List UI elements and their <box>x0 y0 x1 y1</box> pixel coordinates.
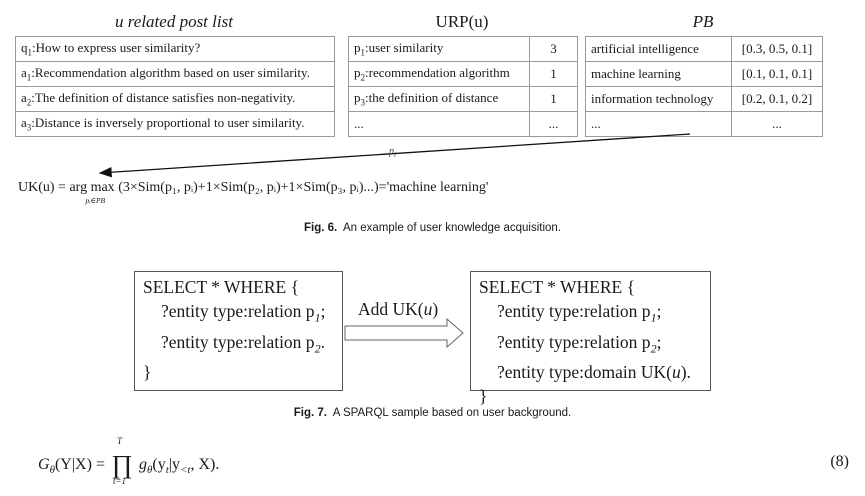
cell-text: ... <box>354 116 364 131</box>
urp-header: URP(u) <box>435 12 489 31</box>
cell-prefix-sub: 1 <box>27 47 33 58</box>
sparql-left-box: SELECT * WHERE { ?entity type:relation p… <box>134 271 343 391</box>
urp-phrase-cell: p1:user similarity <box>348 36 530 62</box>
formula-body: (3×Sim(p₁, pᵢ)+1×Sim(p₂, pᵢ)+1×Sim(p₃, p… <box>118 180 489 195</box>
cell-text: :user similarity <box>365 40 444 56</box>
formula-lhs: UK(u) = <box>18 180 70 195</box>
cell-text: :The definition of distance satisfies no… <box>31 90 296 106</box>
left-line-3: } <box>143 362 152 382</box>
urp-phrase-cell: p3:the definition of distance <box>348 86 530 112</box>
formula-argmax-sub: pᵢ∈PB <box>85 196 106 205</box>
add-uk-label-u: u <box>423 299 433 319</box>
cell-prefix-sub: 3 <box>360 97 366 108</box>
cell-prefix: p <box>354 65 361 81</box>
post-cell: q1:How to express user similarity? <box>15 36 335 62</box>
pb-vector-cell: [0.2, 0.1, 0.2] <box>731 86 823 112</box>
fig7-caption-label: Fig. 7. <box>293 407 327 419</box>
right-line-3: ?entity type:domain UK(u). <box>497 362 691 382</box>
fig7-caption: Fig. 7. A SPARQL sample based on user ba… <box>0 407 865 419</box>
arrow-label-sub: i <box>394 151 396 159</box>
pb-term-cell: artificial intelligence <box>585 36 732 62</box>
posts-table: q1:How to express user similarity? a1:Rec… <box>15 36 335 137</box>
formula-argmax: arg max pᵢ∈PB <box>69 180 115 205</box>
cell-prefix-sub: 3 <box>26 122 32 133</box>
arrow-label-p: p <box>389 146 394 157</box>
pb-row: information technology [0.2, 0.1, 0.2] <box>585 86 823 112</box>
cell-prefix-sub: 2 <box>360 72 366 83</box>
left-line-0: SELECT * WHERE { <box>143 277 300 297</box>
post-cell: a1:Recommendation algorithm based on use… <box>15 61 335 87</box>
equation-8: Gθ(Y|X) = T ∏ t=1 gθ(yt|y<t, X). <box>38 436 220 486</box>
urp-phrase-cell: p2:recommendation algorithm <box>348 61 530 87</box>
urp-row: p1:user similarity 3 <box>348 36 578 62</box>
left-line-2: ?entity type:relation p2. <box>161 331 325 356</box>
pb-term-cell: machine learning <box>585 61 732 87</box>
cell-prefix-sub: 2 <box>26 97 32 108</box>
right-line-4: } <box>479 386 488 406</box>
fig6-caption-label: Fig. 6. <box>304 222 338 234</box>
cell-text: :recommendation algorithm <box>365 65 510 81</box>
urp-count-cell: 1 <box>529 86 578 112</box>
add-uk-label: Add UK(u) <box>358 299 438 320</box>
posts-list-header-text: u related post list <box>115 12 233 31</box>
cell-text: :Recommendation algorithm based on user … <box>31 65 310 81</box>
posts-row: q1:How to express user similarity? <box>15 36 335 62</box>
sparql-right-box: SELECT * WHERE { ?entity type:relation p… <box>470 271 711 406</box>
post-cell: a3:Distance is inversely proportional to… <box>15 111 335 137</box>
cell-prefix: a <box>21 65 27 81</box>
eq-lhs-rest: (Y|X) = <box>54 456 109 473</box>
pb-vector-cell: ... <box>731 111 823 137</box>
pb-header: PB <box>585 12 821 32</box>
fig7-caption-text: A SPARQL sample based on user background… <box>332 407 572 419</box>
cell-prefix: a <box>21 90 27 106</box>
post-cell: a2:The definition of distance satisfies … <box>15 86 335 112</box>
equation-number: (8) <box>830 453 849 470</box>
formula-argmax-text: arg max <box>69 180 115 195</box>
cell-text: :Distance is inversely proportional to u… <box>31 115 305 131</box>
urp-count-cell: 1 <box>529 61 578 87</box>
cell-prefix: p <box>354 90 361 106</box>
right-line-1: ?entity type:relation p1; <box>497 301 662 325</box>
pb-term-cell: information technology <box>585 86 732 112</box>
urp-row: ...... <box>348 111 578 137</box>
fig6-caption: Fig. 6. An example of user knowledge acq… <box>0 222 865 234</box>
eq-rhs: g <box>138 456 147 473</box>
urp-table: p1:user similarity 3 p2:recommendation alg… <box>348 36 578 137</box>
posts-row: a1:Recommendation algorithm based on use… <box>15 61 335 87</box>
posts-row: a3:Distance is inversely proportional to… <box>15 111 335 137</box>
fig6-caption-text: An example of user knowledge acquisition… <box>343 222 561 234</box>
pb-term-cell: ... <box>585 111 732 137</box>
left-line-1: ?entity type:relation p1; <box>161 301 326 325</box>
urp-count-cell: 3 <box>529 36 578 62</box>
pb-vector-cell: [0.1, 0.1, 0.1] <box>731 61 823 87</box>
right-line-2: ?entity type:relation p2; <box>497 331 662 356</box>
pb-row: artificial intelligence [0.3, 0.5, 0.1] <box>585 36 823 62</box>
cell-text: :How to express user similarity? <box>32 40 201 56</box>
cell-text: :the definition of distance <box>365 90 499 106</box>
pb-row: ...... <box>585 111 823 137</box>
cell-prefix: a <box>21 115 27 131</box>
eq-lhs: G <box>38 456 50 473</box>
pi-arrow <box>98 133 691 178</box>
cell-prefix-sub: 1 <box>360 47 366 58</box>
pb-header-text: PB <box>692 12 714 31</box>
pb-vector-cell: [0.3, 0.5, 0.1] <box>731 36 823 62</box>
cell-prefix: p <box>354 40 361 56</box>
urp-row: p2:recommendation algorithm 1 <box>348 61 578 87</box>
add-uk-arrow <box>344 318 464 348</box>
right-line-0: SELECT * WHERE { <box>479 277 636 297</box>
pb-row: machine learning [0.1, 0.1, 0.1] <box>585 61 823 87</box>
add-uk-label-end: ) <box>432 299 439 319</box>
cell-prefix-sub: 1 <box>26 72 32 83</box>
posts-row: a2:The definition of distance satisfies … <box>15 86 335 112</box>
urp-row: p3:the definition of distance 1 <box>348 86 578 112</box>
eq-product: T ∏ t=1 <box>111 436 133 486</box>
arrow-label: pi <box>389 146 396 159</box>
urp-count-cell: ... <box>529 111 578 137</box>
pb-table: artificial intelligence [0.3, 0.5, 0.1] ma… <box>585 36 823 137</box>
cell-prefix: q <box>21 40 28 56</box>
posts-list-header: u related post list <box>15 12 333 32</box>
add-uk-label-text: Add UK( <box>358 299 424 319</box>
uk-formula: UK(u) = arg max pᵢ∈PB (3×Sim(p₁, pᵢ)+1×S… <box>18 180 489 205</box>
